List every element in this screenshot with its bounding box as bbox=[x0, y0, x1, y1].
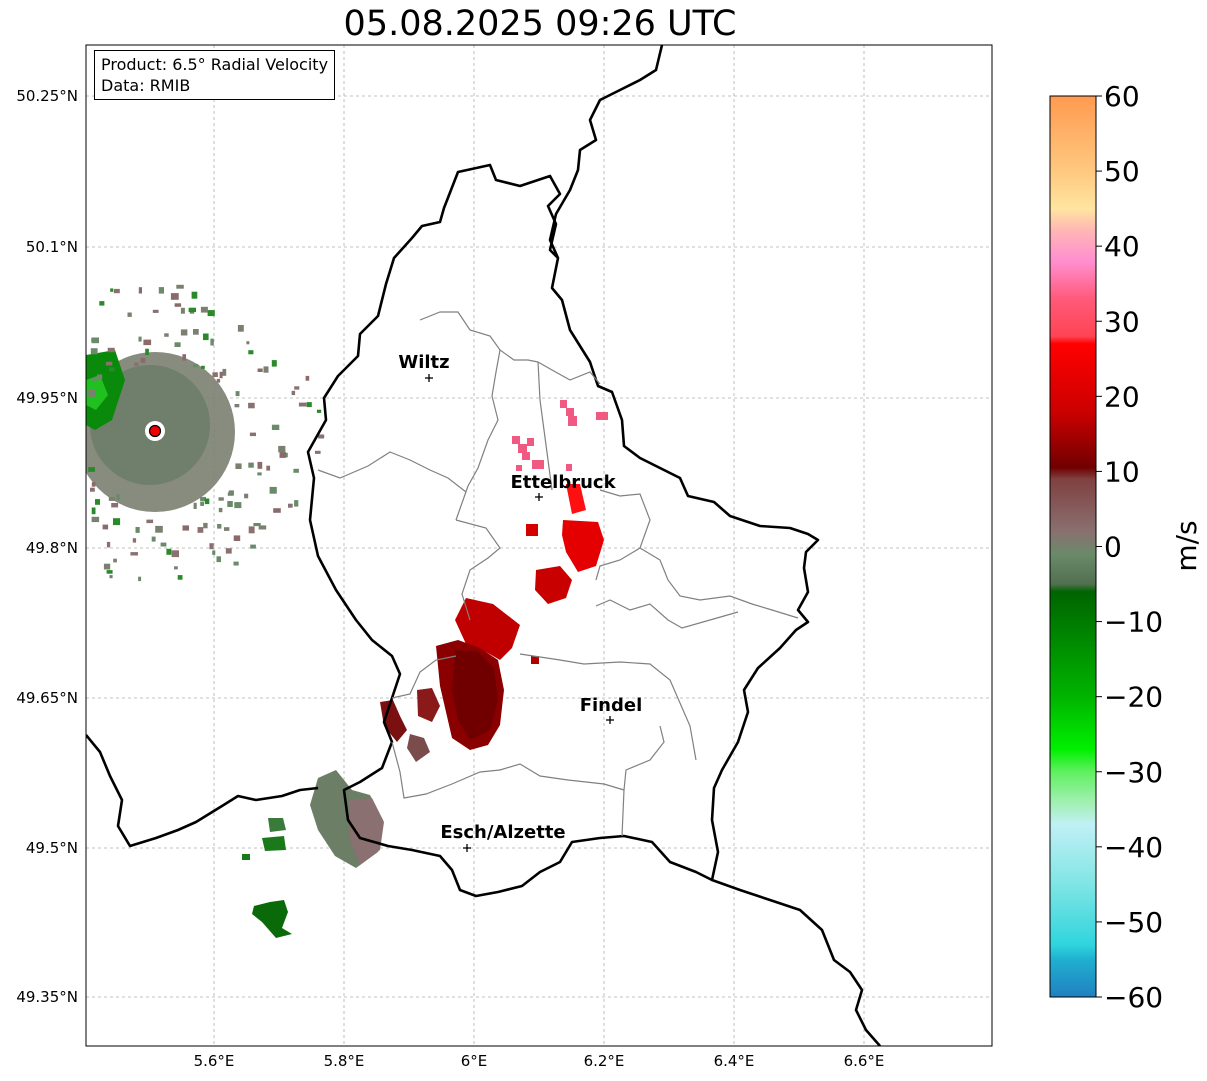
city-label: Findel bbox=[580, 695, 643, 716]
map-frame bbox=[85, 44, 993, 1047]
map-title: 05.08.2025 09:26 UTC bbox=[343, 4, 737, 44]
lat-tick-label: 49.95°N bbox=[16, 389, 78, 407]
lon-tick-label: 6.6°E bbox=[844, 1052, 885, 1070]
colorbar-ticks: 60 50 40 30 20 10 0 −10 −20 −30 −40 −50 −60 bbox=[1096, 80, 1163, 1014]
colorbar-tick-label: 20 bbox=[1104, 380, 1140, 413]
colorbar-tick-label: 0 bbox=[1104, 531, 1122, 564]
city-findel: Findel bbox=[580, 695, 643, 724]
canton-borders bbox=[317, 311, 799, 837]
product-label: Product: 6.5° Radial Velocity bbox=[101, 55, 329, 74]
city-ettelbruck: Ettelbruck bbox=[510, 472, 617, 501]
lat-tick-label: 50.25°N bbox=[16, 87, 78, 105]
radar-site-marker bbox=[145, 421, 165, 441]
city-esch-alzette: Esch/Alzette bbox=[440, 822, 566, 852]
colorbar-gradient bbox=[1049, 95, 1097, 998]
lat-tick-label: 50.1°N bbox=[26, 238, 78, 256]
city-markers: Wiltz Ettelbruck Findel Esch/Alzette bbox=[398, 352, 642, 852]
radar-echo-specks bbox=[88, 284, 325, 582]
data-source-label: Data: RMIB bbox=[101, 76, 191, 95]
colorbar-tick-label: −20 bbox=[1104, 681, 1163, 714]
lon-tick-label: 5.8°E bbox=[324, 1052, 365, 1070]
lon-tick-label: 6.4°E bbox=[714, 1052, 755, 1070]
colorbar-tick-label: 60 bbox=[1104, 80, 1140, 113]
colorbar-tick-label: −30 bbox=[1104, 756, 1163, 789]
plot-area bbox=[86, 45, 992, 1046]
city-label: Ettelbruck bbox=[510, 472, 616, 493]
colorbar-tick-label: 40 bbox=[1104, 230, 1140, 263]
city-label: Wiltz bbox=[398, 352, 449, 373]
colorbar-tick-label: −60 bbox=[1104, 981, 1163, 1014]
colorbar-tick-label: 10 bbox=[1104, 455, 1140, 488]
country-borders bbox=[86, 45, 881, 1046]
lat-tick-label: 49.65°N bbox=[16, 689, 78, 707]
lon-tick-label: 5.6°E bbox=[194, 1052, 235, 1070]
city-wiltz: Wiltz bbox=[398, 352, 450, 382]
colorbar: 60 50 40 30 20 10 0 −10 −20 −30 −40 −50 −60 m/s bbox=[1049, 80, 1203, 1014]
lat-tick-label: 49.8°N bbox=[26, 539, 78, 557]
city-label: Esch/Alzette bbox=[440, 822, 565, 843]
colorbar-tick-label: 50 bbox=[1104, 155, 1140, 188]
colorbar-tick-label: −10 bbox=[1104, 606, 1163, 639]
radar-echoes-receding bbox=[380, 484, 604, 762]
radar-echoes-pink bbox=[512, 400, 608, 471]
lon-tick-label: 6.2°E bbox=[584, 1052, 625, 1070]
lon-axis: 5.6°E 5.8°E 6°E 6.2°E 6.4°E 6.6°E bbox=[194, 1052, 885, 1070]
colorbar-tick-label: 30 bbox=[1104, 305, 1140, 338]
colorbar-tick-label: −50 bbox=[1104, 906, 1163, 939]
colorbar-unit-label: m/s bbox=[1170, 520, 1203, 571]
colorbar-tick-label: −40 bbox=[1104, 831, 1163, 864]
lat-tick-label: 49.35°N bbox=[16, 988, 78, 1006]
radar-echoes-southwest bbox=[242, 770, 384, 938]
lon-tick-label: 6°E bbox=[461, 1052, 488, 1070]
lat-axis: 50.25°N 50.1°N 49.95°N 49.8°N 49.65°N 49… bbox=[16, 87, 78, 1006]
product-info-box: Product: 6.5° Radial Velocity Data: RMIB bbox=[94, 50, 336, 100]
lat-tick-label: 49.5°N bbox=[26, 839, 78, 857]
